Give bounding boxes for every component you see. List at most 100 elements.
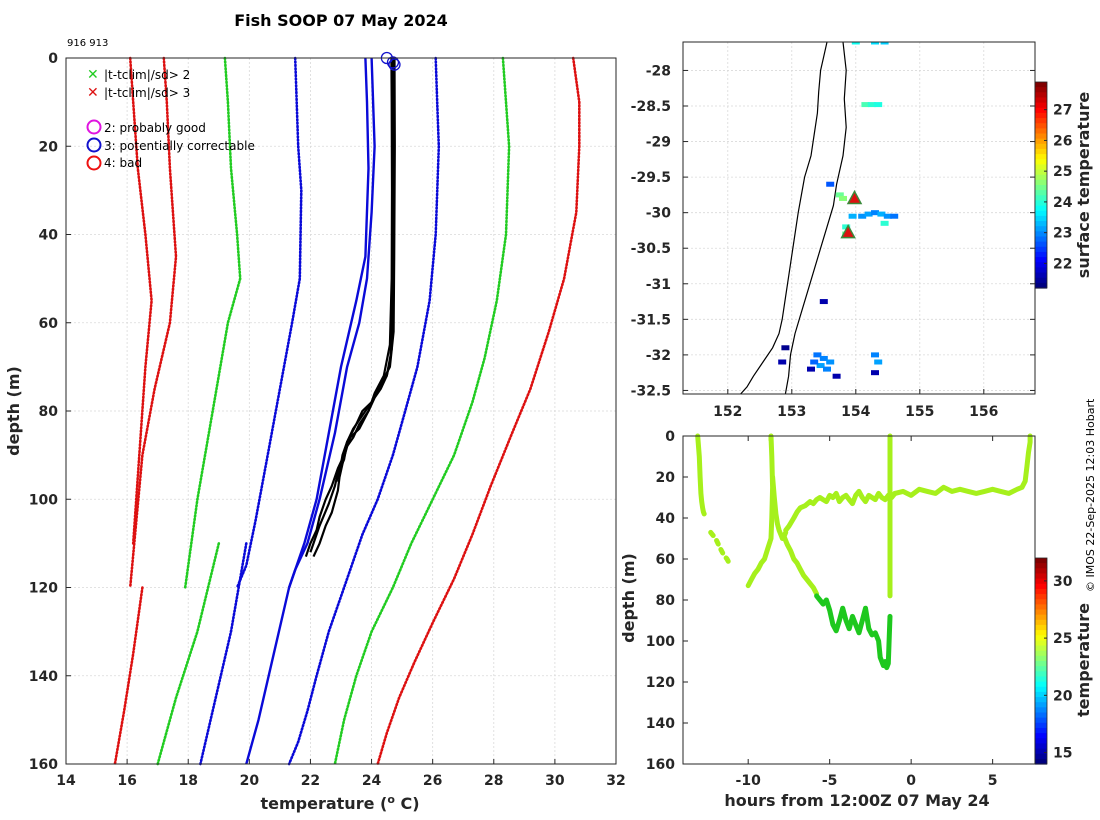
- chart-title: Fish SOOP 07 May 2024: [234, 11, 448, 30]
- profile-xtick-label: 18: [178, 773, 197, 789]
- map-y-ticks: -28 -28.5 -29 -29.5 -30 -30.5 -31 -31.5 -32 -32.5: [631, 63, 1035, 399]
- sst-point: [813, 352, 822, 358]
- ts-ytick-label: 0: [665, 429, 675, 445]
- colorbar-segment: [1035, 753, 1047, 760]
- map-colorbar: 22 23 24 25 26 27: [1034, 81, 1073, 289]
- sst-point: [880, 42, 889, 45]
- colorbar-segment: [1035, 733, 1047, 739]
- legend-label-sd2: |t-tclim|/sd> 2: [104, 68, 190, 82]
- profile-xtick-label: 16: [117, 773, 136, 789]
- colorbar-segment: [1035, 221, 1047, 227]
- colorbar-segment: [1035, 568, 1047, 575]
- colorbar-tick-label: 15: [1053, 746, 1072, 762]
- sst-point: [874, 102, 883, 108]
- sst-point: [861, 102, 870, 108]
- colorbar-segment: [1035, 563, 1047, 569]
- profile-xtick-label: 14: [56, 773, 76, 789]
- sst-point: [810, 359, 819, 365]
- colorbar-segment: [1035, 215, 1047, 222]
- colorbar-segment: [1035, 210, 1047, 217]
- colorbar-segment: [1035, 169, 1047, 176]
- series-sd2_hi: [287, 56, 441, 766]
- ts-ytick-label: 100: [646, 634, 675, 650]
- sst-point: [877, 211, 886, 217]
- colorbar-segment: [1035, 676, 1047, 683]
- legend-label-flag3: 3: potentially correctable: [104, 139, 255, 153]
- colorbar-segment: [1035, 118, 1047, 124]
- series-clim_mean_hi: [287, 57, 376, 588]
- colorbar-segment: [1035, 200, 1047, 207]
- profile-y-axis-label: depth (m): [4, 366, 23, 456]
- profile-ytick-label: 100: [29, 492, 58, 508]
- colorbar-segment: [1035, 246, 1047, 253]
- map-ytick-label: -32.5: [631, 383, 671, 399]
- profile-x-axis-label: temperature (o C): [260, 793, 419, 813]
- colorbar-segment: [1035, 138, 1047, 145]
- map-xtick-label: 154: [841, 404, 870, 420]
- map-xtick-label: 152: [713, 404, 742, 420]
- sst-point: [842, 224, 851, 230]
- ts-xtick-label: 0: [906, 773, 916, 789]
- colorbar-segment: [1035, 604, 1047, 611]
- colorbar-segment: [1035, 123, 1047, 129]
- colorbar-segment: [1035, 190, 1047, 196]
- series-sd3_hi: [333, 56, 511, 766]
- colorbar-segment: [1035, 159, 1047, 165]
- colorbar-tick-label: 25: [1053, 631, 1072, 647]
- colorbar-tick-label: 20: [1053, 688, 1073, 704]
- colorbar-segment: [1035, 87, 1047, 93]
- ts-xtick-label: -5: [822, 773, 838, 789]
- colorbar-segment: [1035, 573, 1047, 580]
- ts-ytick-label: 120: [646, 675, 675, 691]
- colorbar-segment: [1035, 702, 1047, 708]
- series-sd3_lo: [183, 56, 242, 589]
- colorbar-tick-label: 27: [1053, 103, 1072, 119]
- colorbar-segment: [1035, 277, 1047, 284]
- sst-point: [835, 192, 844, 198]
- sst-point: [890, 213, 899, 219]
- map-ytick-label: -28: [646, 63, 671, 79]
- colorbar-segment: [1035, 282, 1047, 289]
- ts-colorbar: 15 20 25 30: [1034, 557, 1073, 765]
- colorbar-segment: [1035, 236, 1047, 243]
- colorbar-segment: [1035, 164, 1047, 171]
- legend-label-flag2: 2: probably good: [104, 121, 206, 135]
- colorbar-segment: [1035, 267, 1047, 274]
- colorbar-segment: [1035, 661, 1047, 667]
- profile-xtick-label: 26: [423, 773, 442, 789]
- drop-site-marker: [840, 224, 856, 239]
- colorbar-segment: [1035, 272, 1047, 279]
- colorbar-segment: [1035, 92, 1047, 99]
- sst-point: [819, 355, 828, 361]
- sst-point: [816, 363, 825, 369]
- ts-trace2: [708, 529, 733, 568]
- colorbar-segment: [1035, 558, 1047, 564]
- sst-point: [826, 181, 835, 187]
- legend-marker-flag4: [86, 155, 102, 171]
- legend-marker-sd2: ✕: [87, 67, 99, 83]
- colorbar-segment: [1035, 97, 1047, 104]
- sst-point: [871, 352, 879, 358]
- colorbar-segment: [1035, 262, 1047, 268]
- series-sd2_lo: [235, 56, 303, 589]
- ts-ytick-label: 80: [656, 593, 676, 609]
- colorbar-segment: [1035, 148, 1047, 155]
- colorbar-segment: [1035, 712, 1047, 719]
- profile-ytick-label: 60: [39, 316, 59, 332]
- colorbar-tick-label: 22: [1053, 256, 1072, 272]
- legend-marker-flag2: [86, 119, 102, 135]
- map-ytick-label: -29: [646, 135, 671, 151]
- profile-ytick-label: 80: [39, 404, 59, 420]
- colorbar-segment: [1035, 686, 1047, 693]
- colorbar-segment: [1035, 727, 1047, 734]
- colorbar-segment: [1035, 619, 1047, 626]
- profile-plot-area: [66, 58, 616, 764]
- profile-ytick-label: 160: [29, 757, 58, 773]
- profile-x-ticks: 14 16 18 20 22 24 26 28 30 32: [56, 759, 626, 789]
- colorbar-tick-label: 26: [1053, 133, 1072, 149]
- profile-ytick-label: 40: [39, 228, 59, 244]
- map-ytick-label: -30.5: [631, 241, 671, 257]
- colorbar-segment: [1035, 609, 1047, 616]
- ts-plot-area: [683, 436, 1035, 764]
- profile-y-ticks: 0 20 40 60 80 100 120 140 160: [29, 51, 71, 773]
